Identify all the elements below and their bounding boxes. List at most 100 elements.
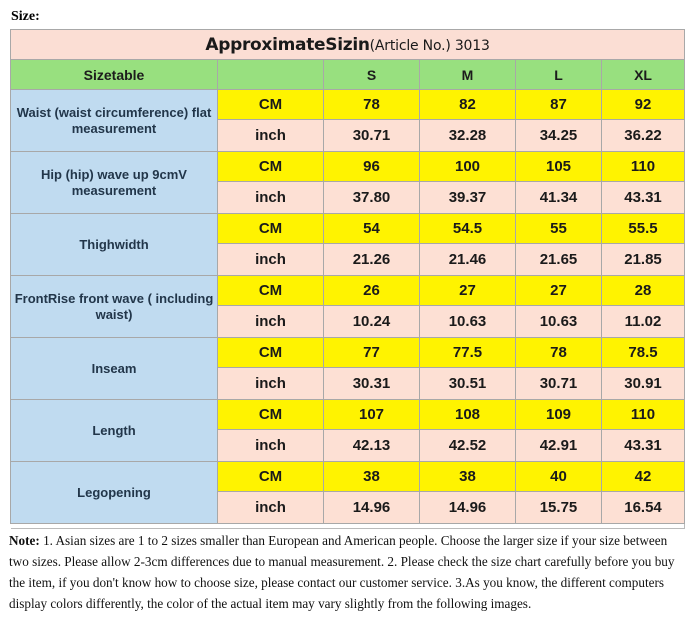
table-row: Waist (waist circumference) flat measure… bbox=[10, 89, 686, 152]
inch-value-xl: 16.54 bbox=[600, 491, 686, 524]
note-paragraph: Note: 1. Asian sizes are 1 to 2 sizes sm… bbox=[9, 530, 681, 614]
chart-title-article: (Article No.) 3013 bbox=[369, 37, 490, 54]
cm-value-m: 82 bbox=[419, 89, 516, 120]
unit-inch-cell: inch bbox=[217, 119, 324, 152]
inch-value-xl: 43.31 bbox=[600, 181, 686, 214]
unit-cm-cell: CM bbox=[217, 151, 324, 182]
table-row: inch 30.31 30.51 30.71 30.91 bbox=[11, 367, 686, 400]
cm-value-m: 54.5 bbox=[419, 213, 516, 244]
size-heading: Size: bbox=[11, 9, 40, 24]
cm-value-l: 40 bbox=[515, 461, 602, 492]
inch-value-m: 30.51 bbox=[419, 367, 516, 400]
unit-cm-cell: CM bbox=[217, 399, 324, 430]
cm-value-m: 27 bbox=[419, 275, 516, 306]
cm-value-l: 105 bbox=[515, 151, 602, 182]
inch-value-m: 14.96 bbox=[419, 491, 516, 524]
table-row: Length CM 107 108 109 110 bbox=[10, 399, 686, 462]
cm-value-xl: 42 bbox=[600, 461, 686, 492]
inch-value-xl: 11.02 bbox=[600, 305, 686, 338]
cm-value-s: 77 bbox=[323, 337, 420, 368]
cm-value-l: 27 bbox=[515, 275, 602, 306]
unit-inch-cell: inch bbox=[217, 429, 324, 462]
unit-cm-cell: CM bbox=[217, 337, 324, 368]
table-row: FrontRise front wave ( including waist) C… bbox=[10, 275, 686, 338]
unit-cm-cell: CM bbox=[217, 89, 324, 120]
cm-value-l: 55 bbox=[515, 213, 602, 244]
cm-value-xl: 110 bbox=[600, 399, 686, 430]
inch-value-m: 10.63 bbox=[419, 305, 516, 338]
sizetable-header: Sizetable bbox=[10, 59, 218, 90]
inch-value-s: 10.24 bbox=[323, 305, 420, 338]
table-row: inch 10.24 10.63 10.63 11.02 bbox=[11, 305, 686, 338]
inch-value-s: 42.13 bbox=[323, 429, 420, 462]
cm-value-s: 78 bbox=[323, 89, 420, 120]
size-table-body: ApproximateSizin(Article No.) 3013 Sizet… bbox=[9, 29, 686, 524]
cm-value-s: 38 bbox=[323, 461, 420, 492]
measurement-label: Hip (hip) wave up 9cmV measurement bbox=[10, 151, 218, 214]
measurement-label: Length bbox=[10, 399, 218, 462]
table-row: inch 30.71 32.28 34.25 36.22 bbox=[11, 119, 686, 152]
cm-value-s: 107 bbox=[323, 399, 420, 430]
inch-value-l: 15.75 bbox=[515, 491, 602, 524]
unit-inch-cell: inch bbox=[217, 305, 324, 338]
inch-value-l: 21.65 bbox=[515, 243, 602, 276]
inch-value-l: 42.91 bbox=[515, 429, 602, 462]
unit-cm-cell: CM bbox=[217, 275, 324, 306]
inch-value-m: 32.28 bbox=[419, 119, 516, 152]
cm-value-xl: 78.5 bbox=[600, 337, 686, 368]
unit-header-blank bbox=[217, 59, 324, 90]
cm-value-l: 109 bbox=[515, 399, 602, 430]
cm-value-m: 38 bbox=[419, 461, 516, 492]
cm-value-l: 87 bbox=[515, 89, 602, 120]
inch-value-xl: 43.31 bbox=[600, 429, 686, 462]
chart-title-main: ApproximateSizin bbox=[205, 34, 370, 55]
inch-value-s: 14.96 bbox=[323, 491, 420, 524]
measurement-label: Inseam bbox=[10, 337, 218, 400]
size-header-xl: XL bbox=[600, 59, 686, 90]
size-header-m: M bbox=[419, 59, 516, 90]
inch-value-m: 39.37 bbox=[419, 181, 516, 214]
inch-value-xl: 21.85 bbox=[600, 243, 686, 276]
inch-value-l: 10.63 bbox=[515, 305, 602, 338]
table-row: Legopening CM 38 38 40 42 bbox=[10, 461, 686, 524]
header-row: Sizetable S M L XL bbox=[10, 59, 686, 90]
cm-value-xl: 28 bbox=[600, 275, 686, 306]
cm-value-m: 100 bbox=[419, 151, 516, 182]
inch-value-xl: 36.22 bbox=[600, 119, 686, 152]
note-label: Note: bbox=[9, 533, 40, 548]
inch-value-xl: 30.91 bbox=[600, 367, 686, 400]
inch-value-s: 30.71 bbox=[323, 119, 420, 152]
cm-value-s: 96 bbox=[323, 151, 420, 182]
table-row: inch 21.26 21.46 21.65 21.85 bbox=[11, 243, 686, 276]
measurement-label: Thighwidth bbox=[10, 213, 218, 276]
table-row: Inseam CM 77 77.5 78 78.5 bbox=[10, 337, 686, 400]
size-header-s: S bbox=[323, 59, 420, 90]
unit-inch-cell: inch bbox=[217, 243, 324, 276]
cm-value-s: 54 bbox=[323, 213, 420, 244]
inch-value-l: 34.25 bbox=[515, 119, 602, 152]
cm-value-xl: 55.5 bbox=[600, 213, 686, 244]
inch-value-l: 30.71 bbox=[515, 367, 602, 400]
cm-value-s: 26 bbox=[323, 275, 420, 306]
measurement-label: FrontRise front wave ( including waist) bbox=[10, 275, 218, 338]
measurement-label: Legopening bbox=[10, 461, 218, 524]
unit-cm-cell: CM bbox=[217, 461, 324, 492]
cm-value-xl: 92 bbox=[600, 89, 686, 120]
unit-inch-cell: inch bbox=[217, 491, 324, 524]
inch-value-m: 42.52 bbox=[419, 429, 516, 462]
size-table: ApproximateSizin(Article No.) 3013 Sizet… bbox=[9, 29, 686, 524]
unit-inch-cell: inch bbox=[217, 181, 324, 214]
inch-value-m: 21.46 bbox=[419, 243, 516, 276]
title-row: ApproximateSizin(Article No.) 3013 bbox=[9, 29, 686, 60]
note-text: 1. Asian sizes are 1 to 2 sizes smaller … bbox=[9, 533, 675, 611]
inch-value-l: 41.34 bbox=[515, 181, 602, 214]
measurement-label: Waist (waist circumference) flat measure… bbox=[10, 89, 218, 152]
size-header-l: L bbox=[515, 59, 602, 90]
size-chart: ApproximateSizin(Article No.) 3013 Sizet… bbox=[9, 29, 686, 528]
table-row: inch 37.80 39.37 41.34 43.31 bbox=[11, 181, 686, 214]
unit-inch-cell: inch bbox=[217, 367, 324, 400]
table-row: Hip (hip) wave up 9cmV measurement CM 96 10… bbox=[10, 151, 686, 214]
cm-value-m: 108 bbox=[419, 399, 516, 430]
cm-value-l: 78 bbox=[515, 337, 602, 368]
inch-value-s: 21.26 bbox=[323, 243, 420, 276]
